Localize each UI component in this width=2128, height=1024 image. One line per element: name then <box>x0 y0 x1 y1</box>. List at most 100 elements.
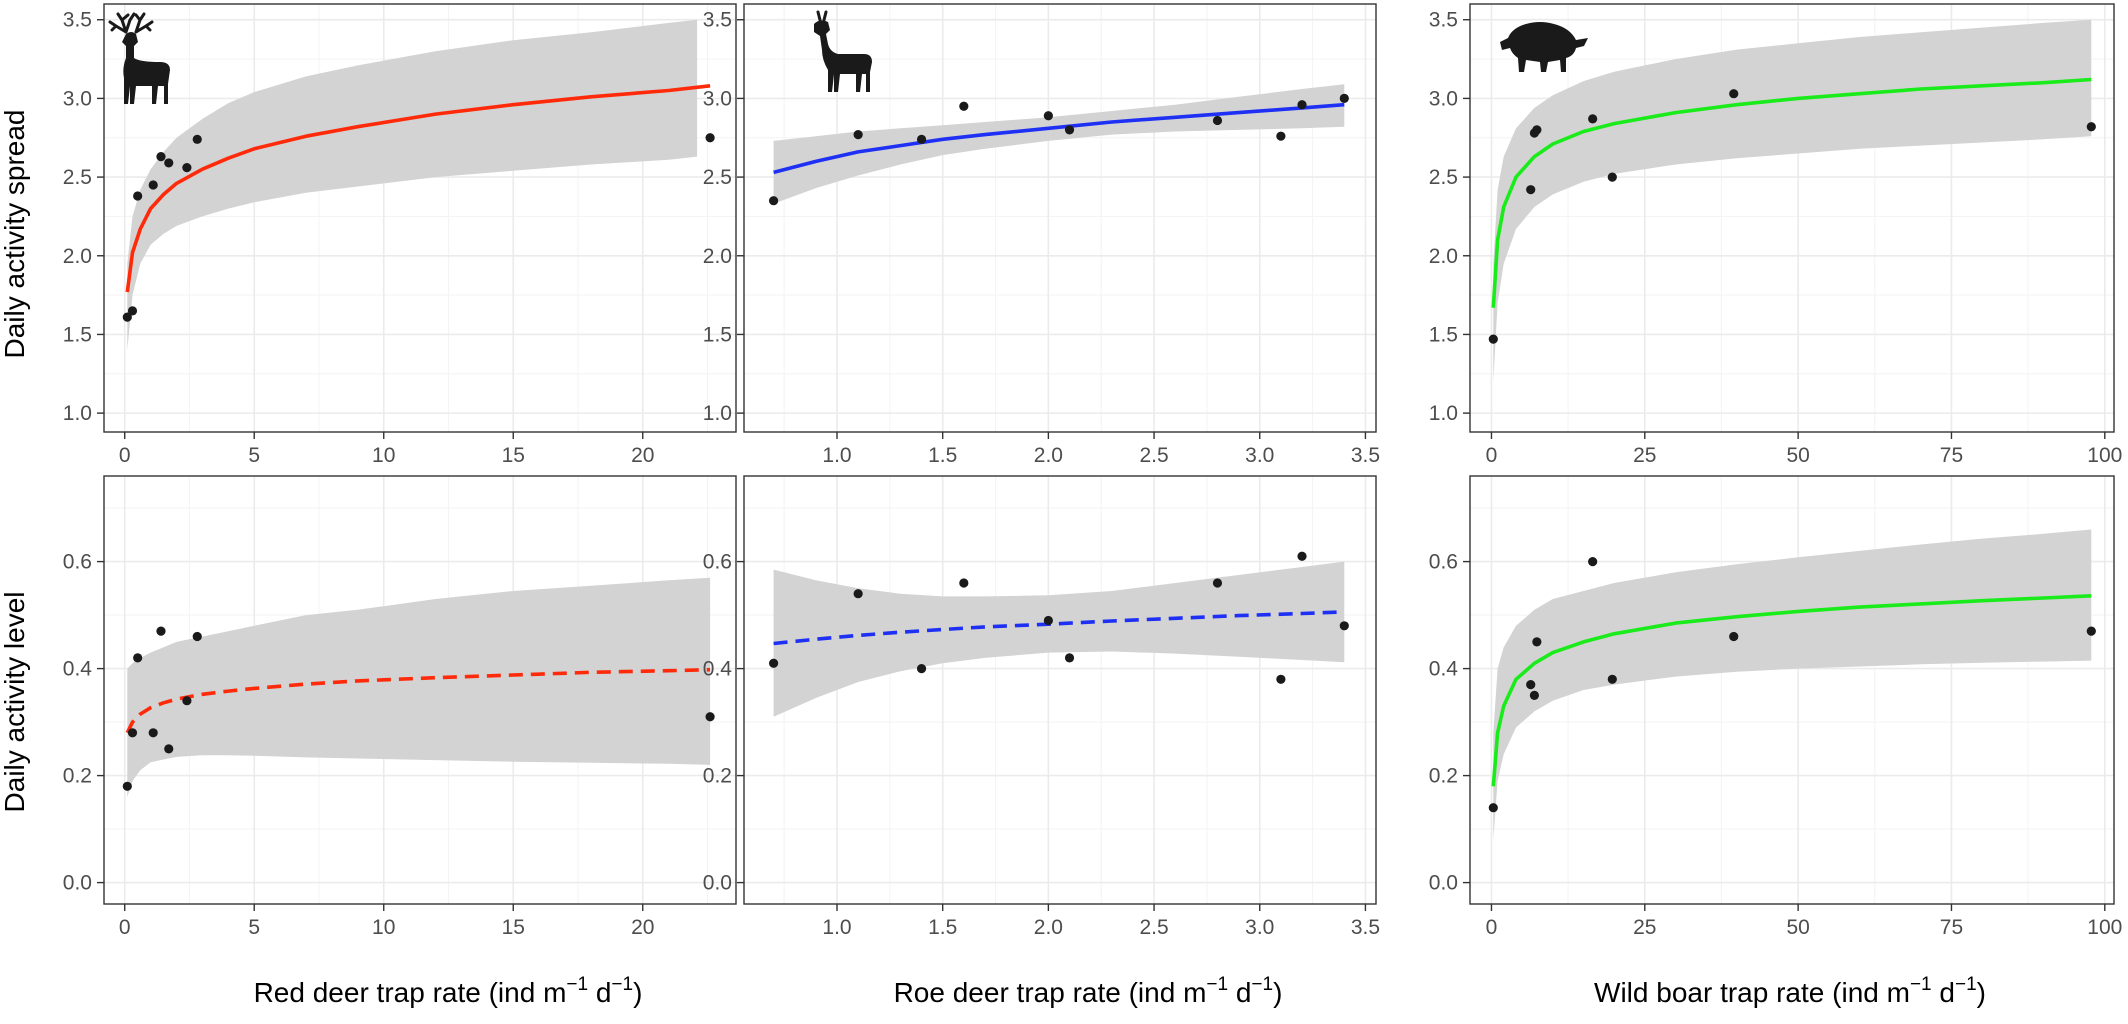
y-tick-label: 2.0 <box>63 245 92 268</box>
xlabel-red-deer: Red deer trap rate (ind m−1 d−1) <box>254 974 643 1008</box>
x-tick-label: 15 <box>502 444 525 467</box>
confidence-band <box>1493 529 2092 840</box>
y-tick-label: 1.5 <box>63 323 92 346</box>
x-tick-label: 25 <box>1633 916 1656 939</box>
panel-background <box>744 476 1376 904</box>
xlabel-roe-deer-unit2: d <box>1228 977 1251 1008</box>
x-tick-label: 3.0 <box>1245 916 1274 939</box>
y-tick-label: 2.0 <box>1429 245 1458 268</box>
confidence-band <box>1493 19 2092 382</box>
x-tick-label: 10 <box>372 444 395 467</box>
x-tick-label: 2.0 <box>1034 916 1063 939</box>
y-tick-label: 2.5 <box>1429 166 1458 189</box>
data-point <box>959 101 969 111</box>
data-point <box>182 163 192 173</box>
svg-text:Wild boar trap rate (ind m−1 d: Wild boar trap rate (ind m−1 d−1) <box>1594 974 1986 1008</box>
data-point <box>1607 172 1617 182</box>
xlabel-wild-boar-unit2: d <box>1932 977 1955 1008</box>
data-point <box>133 191 143 201</box>
fit-line <box>125 84 711 293</box>
data-point <box>916 134 927 144</box>
xlabel-wild-boar-unit: ind m <box>1841 977 1909 1008</box>
y-tick-label: 2.5 <box>63 166 92 189</box>
x-tick-label: 0 <box>119 444 131 467</box>
xlabel-wild-boar-text: Wild boar trap rate <box>1594 977 1824 1008</box>
xlabel-red-deer-unit: ind m <box>498 977 566 1008</box>
data-point <box>1529 690 1539 700</box>
data-point <box>853 589 863 599</box>
svg-text:Roe deer trap rate (ind m−1 d−: Roe deer trap rate (ind m−1 d−1) <box>894 974 1283 1008</box>
data-point <box>959 578 969 588</box>
y-tick-label: 0.0 <box>1429 872 1458 895</box>
data-point <box>1532 125 1542 135</box>
row-label-level: Daily activity level <box>0 592 30 813</box>
panel-border <box>743 3 1377 433</box>
x-tick-label: 75 <box>1940 444 1963 467</box>
x-tick-label: 1.0 <box>822 444 851 467</box>
y-tick-label: 0.4 <box>703 658 733 681</box>
x-tick-label: 5 <box>248 444 260 467</box>
data-point <box>1339 621 1349 631</box>
x-tick-label: 2.5 <box>1139 444 1168 467</box>
confidence-band <box>127 577 711 797</box>
data-point <box>1526 680 1536 690</box>
x-tick-label: 20 <box>631 444 654 467</box>
data-point <box>127 306 138 316</box>
data-point <box>768 196 779 206</box>
x-tick-label: 1.5 <box>928 444 957 467</box>
x-tick-label: 2.0 <box>1034 444 1063 467</box>
y-tick-label: 1.5 <box>703 323 732 346</box>
data-point <box>1607 674 1617 684</box>
plot-area <box>1491 19 2092 382</box>
plot-area <box>773 561 1345 717</box>
data-point <box>1064 125 1075 135</box>
panel-red-deer-spread: 0 5 10 15 20 1.0 1.5 2.0 2.5 3.0 3.5 <box>63 3 737 467</box>
x-tick-label: 100 <box>2087 916 2122 939</box>
row-label-spread: Daily activity spread <box>0 110 30 359</box>
panel-border <box>103 475 737 905</box>
data-point <box>1276 674 1286 684</box>
y-tick-label: 3.0 <box>703 87 732 110</box>
roe-deer-silhouette-icon <box>814 10 872 92</box>
data-point <box>705 133 715 143</box>
panel-roe-deer-spread: 1.0 1.5 2.0 2.5 3.0 3.5 1.0 1.5 2.0 2.5 3.0 3.5 <box>703 3 1380 467</box>
fit-line <box>1491 594 2092 787</box>
xlabel-wild-boar-exp1: −1 <box>1910 974 1932 995</box>
confidence-band <box>127 19 698 351</box>
data-point <box>148 180 158 190</box>
y-tick-label: 3.5 <box>1429 9 1458 32</box>
x-tick-label: 1.0 <box>822 916 851 939</box>
x-tick-label: 3.5 <box>1351 444 1380 467</box>
y-tick-label: 0.4 <box>63 658 93 681</box>
y-tick-label: 0.6 <box>63 551 92 574</box>
y-tick-label: 2.0 <box>703 245 732 268</box>
data-point <box>133 653 143 663</box>
data-point <box>1297 551 1307 561</box>
x-tick-label: 50 <box>1786 444 1809 467</box>
plot-area <box>125 577 711 797</box>
x-tick-label: 5 <box>248 916 260 939</box>
data-point <box>127 728 138 738</box>
x-tick-label: 0 <box>119 916 131 939</box>
y-tick-label: 0.2 <box>703 765 732 788</box>
panel-border <box>1469 475 2115 905</box>
xlabel-red-deer-exp2: −1 <box>611 974 633 995</box>
data-point <box>164 744 174 754</box>
panels-group: 0 5 10 15 20 1.0 1.5 2.0 2.5 3.0 3.5 1.0 1.5 2.0 2.5 3.… <box>63 3 2122 939</box>
panel-border <box>1469 3 2115 433</box>
data-point <box>1212 115 1223 126</box>
x-tick-label: 1.5 <box>928 916 957 939</box>
data-point <box>1212 578 1223 588</box>
fit-line <box>773 102 1345 175</box>
y-tick-label: 0.6 <box>703 551 732 574</box>
data-point <box>182 696 192 706</box>
y-tick-label: 1.0 <box>1429 402 1458 425</box>
xlabel-red-deer-unit2: d <box>588 977 611 1008</box>
x-tick-label: 50 <box>1786 916 1809 939</box>
data-point <box>2086 626 2096 636</box>
data-point <box>192 631 202 642</box>
data-point <box>1488 803 1498 813</box>
panel-wild-boar-level: 0 25 50 75 100 0.0 0.2 0.4 0.6 <box>1429 475 2122 939</box>
data-point <box>122 312 132 322</box>
